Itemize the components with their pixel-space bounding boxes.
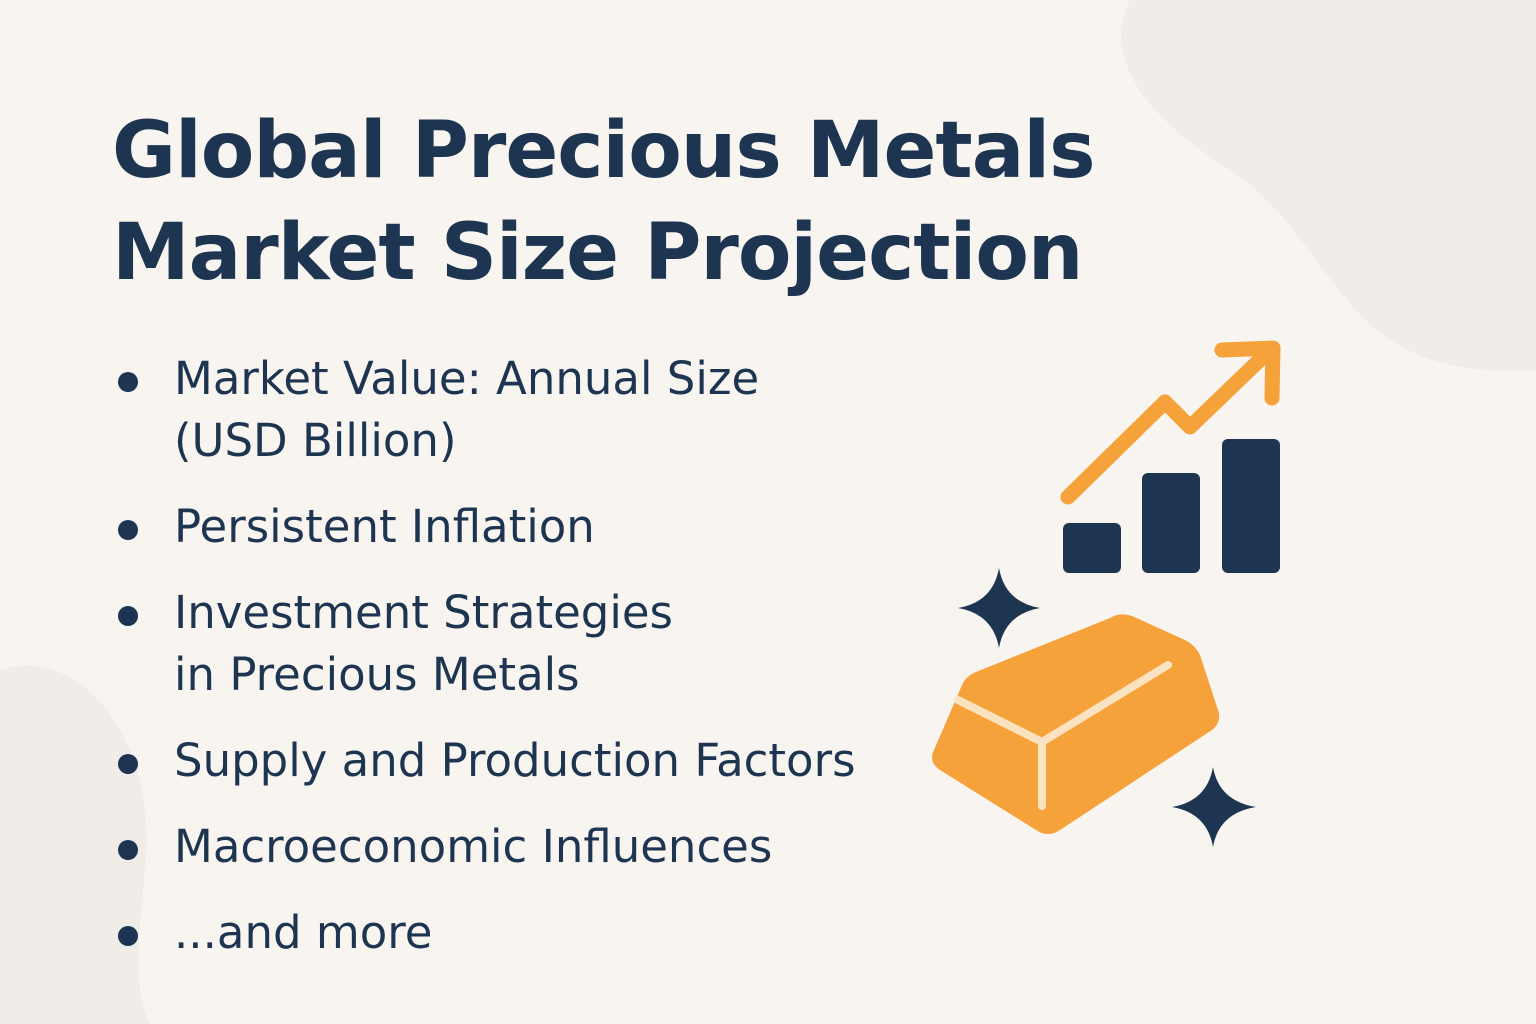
bullet-item: Persistent Inflation	[112, 496, 856, 558]
bullet-line: Macroeconomic Influences	[174, 820, 773, 873]
sparkle	[1172, 767, 1256, 847]
bullet-line: in Precious Metals	[174, 648, 580, 701]
title-line: Market Size Projection	[112, 208, 1083, 298]
bullet-line: Investment Strategies	[174, 586, 673, 639]
sparkle	[958, 568, 1040, 648]
bullet-item: Supply and Production Factors	[112, 730, 856, 792]
background-blob	[1121, 0, 1536, 372]
bar-icon	[1142, 473, 1200, 573]
bullet-line: ...and more	[174, 906, 433, 959]
title-line: Global Precious Metals	[112, 106, 1096, 196]
bullet-item: Investment Strategies in Precious Metals	[112, 582, 856, 706]
bullet-line: Supply and Production Factors	[174, 734, 856, 787]
background-blob	[0, 665, 150, 1024]
bullet-line: Persistent Inflation	[174, 500, 595, 553]
arrow-head	[1214, 340, 1281, 406]
bar-icon	[1063, 523, 1121, 573]
title: Global Precious Metals Market Size Proje…	[112, 100, 1096, 304]
trend-arrow	[1060, 344, 1276, 505]
bar-icon	[1222, 439, 1280, 573]
bullet-item: Macroeconomic Influences	[112, 816, 856, 878]
bullet-item: ...and more	[112, 902, 856, 964]
bullet-item: Market Value: Annual Size (USD Billion)	[112, 348, 856, 472]
bullet-line: Market Value: Annual Size	[174, 352, 760, 405]
bullet-list: Market Value: Annual Size (USD Billion) Pe…	[112, 348, 856, 988]
bullet-line: (USD Billion)	[174, 414, 457, 467]
